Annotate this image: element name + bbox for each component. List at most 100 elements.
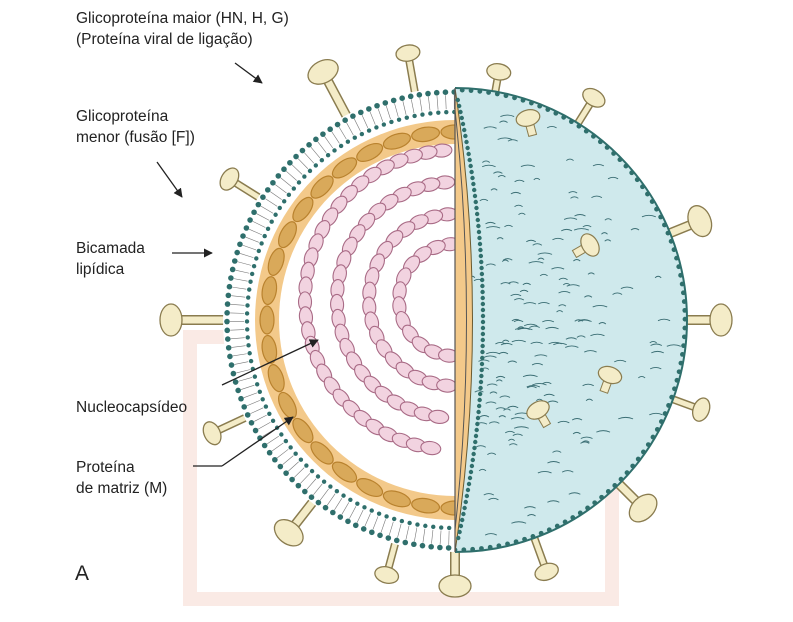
cut-edge-dot [481,314,485,318]
surface-rim-dot [578,510,583,515]
cut-edge-dot [478,248,482,252]
cut-edge-dot [459,524,463,528]
lipid-head-outer [229,362,235,368]
surface-rim-dot [460,88,465,93]
lipid-head-inner [267,412,271,416]
spike-icon [395,43,421,97]
cut-edge-dot [471,182,475,186]
spike-icon [575,85,608,129]
lipid-head-inner [246,295,250,299]
lipid-head-outer [262,443,268,449]
lipid-head-inner [377,511,381,515]
lipid-head-inner [302,174,306,178]
cut-edge-dot [464,500,468,504]
lipid-head-inner [297,180,301,184]
surface-rim-dot [585,506,590,511]
cut-edge-dot [476,218,480,222]
lipid-head-inner [266,227,270,231]
surface-rim-dot [470,547,475,552]
cut-edge-dot [477,236,481,240]
surface-rim-dot [611,151,616,156]
cut-edge-dot [472,188,476,192]
cut-edge-dot [468,476,472,480]
lipid-head-outer [296,483,302,489]
lipid-head-inner [322,479,326,483]
surface-rim-dot [612,483,617,488]
surface-rim-dot [619,477,624,482]
lipid-head-outer [226,345,232,351]
lipid-head-inner [314,163,318,167]
surface-rim-dot [617,157,622,162]
spike-icon [216,165,263,201]
lipid-head-outer [386,535,392,541]
lipid-head-outer [313,137,319,143]
lipid-head-inner [248,280,252,284]
surface-rim-dot [561,115,566,120]
lipid-head-inner [282,199,286,203]
lipid-head-inner [284,439,288,443]
spike-icon [665,202,716,240]
lipid-head-inner [279,432,283,436]
cut-edge-dot [466,152,470,156]
lipid-head-inner [273,213,277,217]
lipid-head-inner [304,463,308,467]
surface-rim-dot [682,326,687,331]
lipid-head-inner [348,498,352,502]
label-matrix-protein-line2: de matriz (M) [76,478,167,499]
spike-head [684,202,716,240]
spike-icon [373,538,400,586]
spike-head [304,55,343,89]
spike-icon [681,304,732,336]
label-nucleocapsid-text: Nucleocapsídeo [76,397,187,418]
lipid-head-inner [316,474,320,478]
lipid-head-outer [302,489,308,495]
cut-edge-dot [480,284,484,288]
lipid-head-outer [276,173,282,179]
surface-rim-dot [654,207,659,212]
surface-rim-dot [555,524,560,529]
lipid-head-inner [264,404,268,408]
lipid-head-outer [306,142,312,148]
matrix-protein-unit [260,306,274,334]
lipid-head-outer [265,187,271,193]
lipid-head-outer [361,526,367,532]
spike-icon [667,396,712,424]
lipid-head-outer [369,529,375,535]
lipid-head-outer [228,275,234,281]
lipid-head-outer [251,209,257,215]
surface-rim-dot [563,520,568,525]
lipid-head-inner [257,249,261,253]
lipid-head-outer [225,336,231,342]
spike-icon [200,416,250,448]
cut-edge-dot [477,230,481,234]
surface-rim-dot [679,361,684,366]
surface-rim-dot [577,124,582,129]
lipid-head-outer [235,388,241,394]
cut-edge-dot [470,464,474,468]
surface-rim-dot [640,184,645,189]
lipid-head-inner [335,489,339,493]
lipid-head-outer [237,241,243,247]
cut-edge-dot [466,488,470,492]
label-minor-glycoprotein: Glicoproteína menor (fusão [F]) [76,106,195,148]
lipid-head-outer [330,510,336,516]
lipid-head-inner [249,359,253,363]
cut-edge-dot [479,260,483,264]
surface-rim-dot [599,495,604,500]
label-nucleocapsid: Nucleocapsídeo [76,397,187,418]
lipid-head-inner [247,351,251,355]
surface-rim-dot [678,273,683,278]
surface-rim-dot [488,545,493,550]
cut-edge-dot [481,332,485,336]
surface-rim-dot [624,164,629,169]
lipid-head-inner [431,525,435,529]
surface-rim-dot [672,386,677,391]
lipid-head-inner [341,493,345,497]
lipid-head-outer [320,131,326,137]
spike-icon [269,498,315,551]
surface-rim-dot [606,489,611,494]
lipid-head-inner [260,397,264,401]
cut-edge-dot [472,446,476,450]
lipid-head-inner [255,382,259,386]
cut-edge-dot [480,278,484,282]
